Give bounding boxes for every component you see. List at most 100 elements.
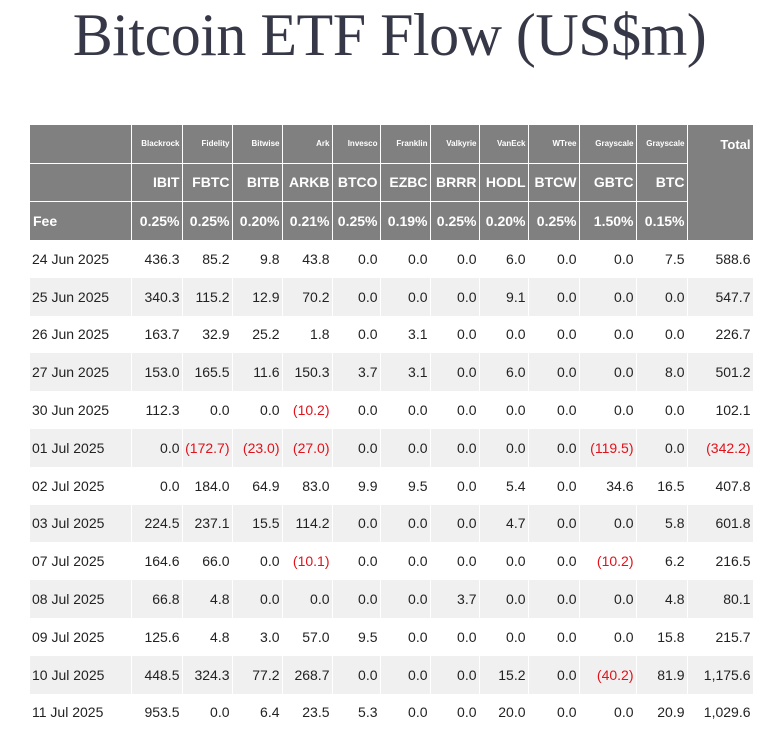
flow-cell: 0.0: [557, 628, 577, 645]
flow-cell: 9.8: [260, 250, 280, 267]
flow-cell: 0.0: [408, 666, 428, 683]
flow-cell: 0.0: [310, 591, 330, 608]
flow-cell: 0.0: [557, 704, 577, 721]
flow-cell: 0.0: [408, 515, 428, 532]
flow-cell: 0.0: [557, 591, 577, 608]
issuer-header: Grayscale: [579, 125, 637, 163]
total-cell: 601.8: [715, 515, 751, 532]
flow-cell: 0.0: [557, 439, 577, 456]
total-header: Total: [687, 125, 754, 240]
flow-cell: 16.5: [657, 477, 685, 494]
flow-cell: (27.0): [292, 439, 330, 456]
flow-cell: 0.0: [260, 402, 280, 419]
flow-cell: 0.0: [506, 402, 526, 419]
flow-cell: 112.3: [145, 402, 180, 419]
flow-cell: 0.0: [557, 364, 577, 381]
issuer-header: Bitwise: [232, 125, 283, 163]
flow-cell: 115.2: [195, 288, 230, 305]
flow-cell: 0.0: [408, 402, 428, 419]
flow-cell: 0.0: [665, 288, 685, 305]
flow-cell: 6.2: [665, 553, 685, 570]
flow-cell: 0.0: [457, 326, 477, 343]
date-cell: 02 Jul 2025: [32, 477, 105, 494]
ticker-header-row: IBIT FBTC BITB ARKB BTCO EZBC BRRR HODL …: [30, 162, 753, 201]
flow-cell: 5.3: [358, 704, 378, 721]
flow-cell: 0.0: [358, 515, 378, 532]
flow-cell: 150.3: [294, 364, 330, 381]
ticker-header: FBTC: [182, 162, 233, 201]
flow-cell: 0.0: [665, 439, 685, 456]
flow-cell: 81.9: [657, 666, 685, 683]
table-row: 08 Jul 2025 66.8 4.8 0.0 0.0 0.0 0.0 3.7 0.0 0.0 0…: [30, 580, 753, 618]
flow-cell: 0.0: [506, 326, 526, 343]
flow-cell: 0.0: [506, 591, 526, 608]
issuer-header: Valkyrie: [430, 125, 480, 163]
flow-cell: 0.0: [614, 704, 634, 721]
flow-cell: 164.6: [144, 553, 180, 570]
issuer-header: WTree: [528, 125, 580, 163]
total-cell: 501.2: [715, 364, 751, 381]
flow-cell: 0.0: [457, 553, 477, 570]
flow-cell: 0.0: [557, 515, 577, 532]
flow-cell: 9.5: [358, 628, 378, 645]
flow-cell: 0.0: [210, 402, 230, 419]
flow-cell: 15.8: [657, 628, 685, 645]
flow-cell: 165.5: [194, 364, 230, 381]
issuer-header: Franklin: [380, 125, 431, 163]
issuer-header: Ark: [282, 125, 333, 163]
ticker-header: HODL: [479, 162, 529, 201]
issuer-header-row: Blackrock Fidelity Bitwise Ark Invesco F…: [30, 125, 754, 240]
total-cell: 80.1: [723, 591, 751, 608]
flow-cell: 0.0: [358, 288, 378, 305]
table-row: 25 Jun 2025 340.3 115.2 12.9 70.2 0.0 0.0 0.0 9.…: [30, 277, 753, 316]
flow-cell: 5.8: [665, 515, 685, 532]
table-row: 02 Jul 2025 0.0 184.0 64.9 83.0 9.9 9.5 0.0 5.4 0…: [30, 467, 753, 505]
fee-label: Fee: [30, 200, 132, 240]
ticker-header: BTCO: [332, 162, 381, 201]
flow-cell: 0.0: [457, 704, 477, 721]
date-cell: 09 Jul 2025: [32, 628, 105, 645]
flow-cell: (10.1): [292, 553, 330, 570]
date-cell: 27 Jun 2025: [32, 364, 110, 381]
flow-cell: 0.0: [408, 553, 428, 570]
flow-cell: (40.2): [596, 666, 634, 683]
date-cell: 01 Jul 2025: [32, 439, 105, 456]
flow-cell: 125.6: [144, 628, 180, 645]
flow-cell: 7.5: [665, 250, 685, 267]
flow-cell: 4.7: [506, 515, 526, 532]
ticker-header: IBIT: [131, 162, 183, 201]
issuer-header: Blackrock: [131, 125, 183, 163]
ticker-header: BRRR: [430, 162, 480, 201]
total-cell: 1,029.6: [703, 704, 751, 721]
flow-cell: 5.4: [506, 477, 526, 494]
flow-cell: 15.2: [498, 666, 526, 683]
flow-cell: 0.0: [457, 628, 477, 645]
flow-cell: 0.0: [614, 628, 634, 645]
date-cell: 24 Jun 2025: [32, 250, 110, 267]
flow-cell: (119.5): [590, 439, 634, 456]
flow-cell: 0.0: [408, 439, 428, 456]
table-row: 24 Jun 2025 436.3 85.2 9.8 43.8 0.0 0.0 0.0 6.0 0…: [30, 240, 753, 278]
fee-cell: 0.19%: [380, 200, 431, 240]
flow-cell: 0.0: [506, 553, 526, 570]
ticker-header: EZBC: [380, 162, 431, 201]
flow-cell: (23.0): [242, 439, 280, 456]
fee-cell: 0.21%: [282, 200, 333, 240]
flow-cell: 83.0: [302, 477, 330, 494]
flow-cell: 6.4: [260, 704, 280, 721]
flow-cell: 0.0: [358, 439, 378, 456]
flow-cell: (10.2): [596, 553, 634, 570]
flow-cell: 0.0: [614, 515, 634, 532]
fee-header-row: Fee 0.25% 0.25% 0.20% 0.21% 0.25% 0.19% …: [30, 200, 753, 240]
table-row: 01 Jul 2025 0.0 (172.7) (23.0) (27.0) 0.0 0.0 0…: [30, 428, 753, 467]
flow-cell: 153.0: [144, 364, 180, 381]
flow-cell: 0.0: [457, 439, 477, 456]
flow-table-body: 24 Jun 2025 436.3 85.2 9.8 43.8 0.0 0.0 0.0 6.0 0…: [30, 240, 753, 731]
etf-flow-table: Blackrock Fidelity Bitwise Ark Invesco F…: [30, 125, 754, 731]
ticker-header: BTCW: [528, 162, 580, 201]
flow-cell: 0.0: [614, 402, 634, 419]
issuer-header: Fidelity: [182, 125, 233, 163]
date-cell: 03 Jul 2025: [32, 515, 105, 532]
flow-cell: 1.8: [310, 326, 330, 343]
flow-cell: 6.0: [506, 364, 526, 381]
